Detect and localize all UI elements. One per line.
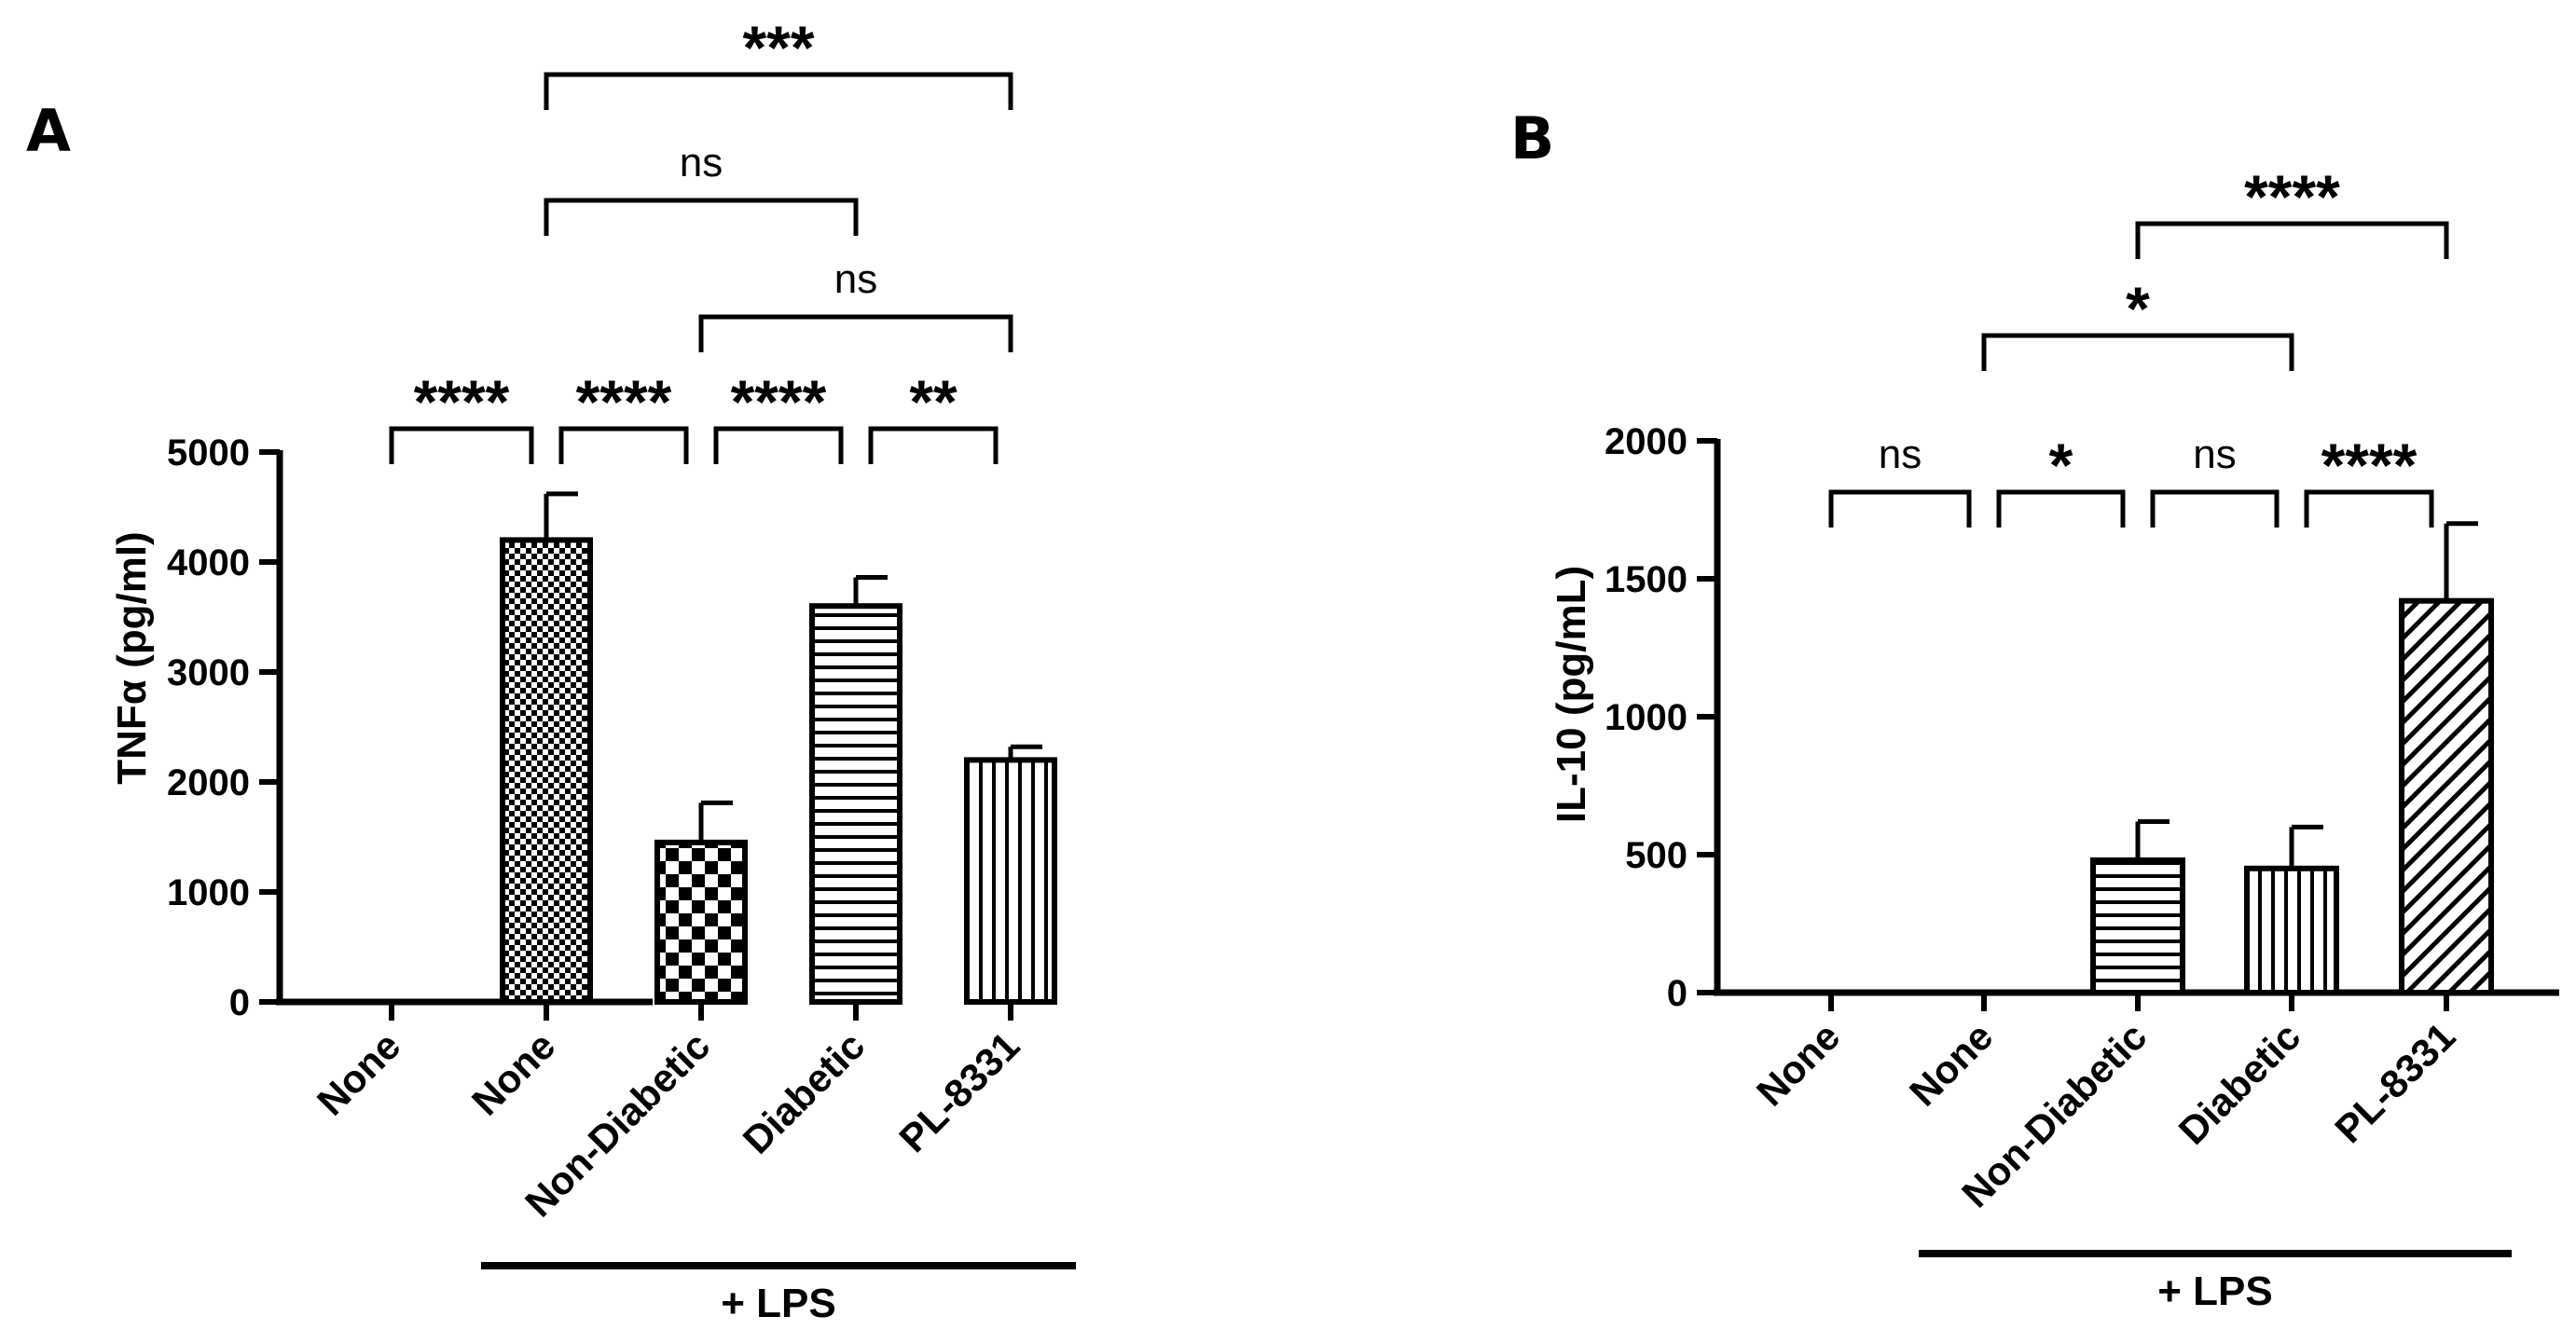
panel-b-significance-label: *	[2049, 431, 2073, 500]
panel-b-y-tick-label: 2000	[1605, 421, 1687, 462]
panel-b-y-tick-label: 1000	[1605, 697, 1687, 738]
panel-b-y-tick-label: 0	[1667, 973, 1687, 1014]
panel-a-bar	[654, 839, 748, 1006]
panel-b-y-axis-title: IL-10 (pg/mL)	[1549, 566, 1594, 823]
panel-a-category-label: Diabetic	[735, 1023, 874, 1162]
panel-a-y-tick-label: 1000	[167, 872, 250, 913]
panel-b-bar	[2399, 597, 2494, 995]
panel-b-significance-bracket	[1981, 333, 2294, 371]
panel-a-y-tick-label: 4000	[167, 542, 250, 583]
panel-a-significance-bracket	[544, 198, 859, 236]
panel-b-significance-bracket	[2304, 489, 2434, 528]
panel-a-lps-group-label: + LPS	[721, 1281, 836, 1326]
panel-b-category-label: PL-8331	[2326, 1014, 2463, 1151]
panel-a-category-label: None	[309, 1023, 408, 1123]
panel-a-significance-bracket	[558, 426, 689, 464]
panel-a-y-tick-label: 0	[229, 982, 250, 1023]
panel-a-significance-label: ****	[731, 367, 827, 436]
panel-a-significance-bracket	[544, 72, 1013, 110]
panel-a-significance-bracket	[868, 426, 999, 464]
panel-a-significance-label: ***	[742, 13, 814, 82]
panel-a-significance-label: **	[909, 367, 957, 436]
panel-a-bar	[500, 537, 593, 1006]
panel-b-y-tick-label: 1500	[1605, 559, 1687, 600]
panel-a-letter: A	[26, 97, 71, 165]
panel-b-significance-bracket	[1996, 489, 2126, 528]
panel-b-significance-label: ns	[1879, 432, 1922, 477]
panel-b-bar	[2244, 865, 2339, 995]
panel-a-y-tick-label: 2000	[167, 762, 250, 803]
panel-a-significance-label: ****	[414, 367, 510, 436]
panel-a-y-axis-title: TNFα (pg/ml)	[109, 531, 155, 784]
panel-b-significance-label: *	[2126, 274, 2150, 343]
panel-a-significance-label: ns	[834, 256, 877, 302]
panel-b-category-label: Diabetic	[2170, 1014, 2309, 1153]
panel-b-significance-label: ns	[2193, 432, 2236, 477]
panel-a-bar	[964, 757, 1057, 1006]
panel-a-y-tick-label: 5000	[167, 432, 250, 473]
panel-a-significance-label: ****	[576, 367, 672, 436]
panel-b-lps-group-label: + LPS	[2157, 1268, 2273, 1314]
panel-a-significance-bracket	[698, 314, 1013, 352]
panel-a-significance-label: ns	[680, 140, 723, 185]
panel-a-y-tick-label: 3000	[167, 652, 250, 693]
panel-b-significance-bracket	[2150, 489, 2280, 528]
panel-a-category-label: None	[463, 1023, 563, 1123]
panel-b-significance-bracket	[1828, 489, 1972, 528]
panel-b-significance-bracket	[2135, 221, 2449, 259]
panel-b-bar	[2090, 857, 2185, 995]
panel-b-category-label: None	[1748, 1014, 1848, 1114]
panel-a-significance-bracket	[389, 426, 534, 464]
panel-b-significance-label: ****	[2244, 162, 2340, 231]
panel-b-y-tick-label: 500	[1625, 835, 1687, 876]
panel-b-significance-label: ****	[2321, 431, 2418, 500]
panel-a-significance-bracket	[713, 426, 844, 464]
panel-b-category-label: None	[1901, 1014, 2001, 1114]
panel-a-category-label: PL-8331	[890, 1023, 1027, 1160]
panel-a-bar	[809, 603, 902, 1005]
panel-b-letter: B	[1510, 104, 1554, 172]
